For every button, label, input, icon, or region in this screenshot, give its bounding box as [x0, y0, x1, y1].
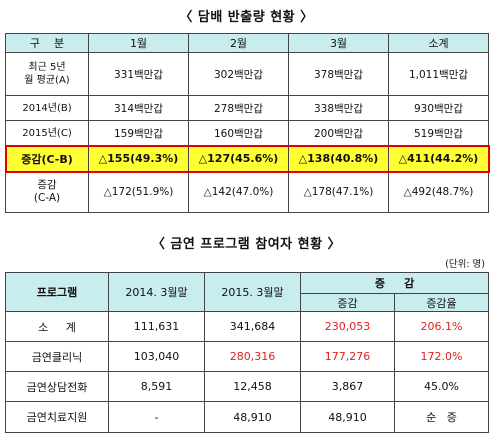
table-subheader-row: 증감 증감율	[6, 293, 490, 312]
cell: 순 증	[393, 401, 490, 433]
cell: 519백만갑	[388, 120, 489, 146]
table-header-row: 구 분 1월 2월 3월 소계	[5, 33, 489, 53]
cell: 48,910	[300, 401, 395, 433]
cessation-program-title: 〈 금연 프로그램 참여자 현황 〉	[151, 237, 342, 252]
cell: 230,053	[300, 311, 395, 342]
tobacco-shipments-title: 〈 담배 반출량 현황 〉	[179, 10, 314, 25]
cell: 280,316	[204, 341, 301, 372]
header-jan: 1월	[88, 33, 189, 53]
cell: 8,591	[108, 371, 205, 402]
tobacco-shipments-table: 구 분 1월 2월 3월 소계 최근 5년 월 평균(A) 331백만갑 302백…	[4, 33, 490, 213]
cell: -	[108, 401, 205, 433]
cell: 45.0%	[393, 371, 490, 402]
cell: 200백만갑	[288, 120, 389, 146]
row-label-change-ca: 증감 (C-A)	[5, 171, 89, 213]
table-row: 2014년(B) 314백만갑 278백만갑 338백만갑 930백만갑	[5, 95, 489, 121]
row-label-2014: 2014년(B)	[5, 95, 89, 121]
cell: 111,631	[108, 311, 205, 342]
cell: 314백만갑	[88, 95, 189, 121]
header-program: 프로그램	[5, 272, 109, 312]
cell: 331백만갑	[88, 52, 189, 96]
cell: △178(47.1%)	[288, 171, 389, 213]
cell: 302백만갑	[188, 52, 289, 96]
header-feb: 2월	[188, 33, 289, 53]
cell: 278백만갑	[188, 95, 289, 121]
row-label-5yr-avg: 최근 5년 월 평균(A)	[5, 52, 89, 96]
row-label-clinic: 금연클리닉	[5, 341, 109, 372]
table-row: 증감 (C-A) △172(51.9%) △142(47.0%) △178(47.…	[5, 171, 489, 213]
table-header-row: 프로그램 2014. 3월말 2015. 3월말 증 감	[5, 272, 490, 312]
cell: 160백만갑	[188, 120, 289, 146]
cell: △127(45.6%)	[188, 145, 289, 172]
cell: 177,276	[300, 341, 395, 372]
cell: △172(51.9%)	[88, 171, 189, 213]
header-subtotal: 소계	[388, 33, 489, 53]
cell: △142(47.0%)	[188, 171, 289, 213]
cell: 1,011백만갑	[388, 52, 489, 96]
cell: 3,867	[300, 371, 395, 402]
header-2015: 2015. 3월말	[204, 272, 301, 312]
cell: △492(48.7%)	[388, 171, 489, 213]
cell: 338백만갑	[288, 95, 389, 121]
unit-label: (단위: 명)	[445, 259, 485, 270]
header-change-rate: 증감율	[393, 293, 490, 312]
row-label-treatment: 금연치료지원	[5, 401, 109, 433]
cell: 378백만갑	[288, 52, 389, 96]
cell: △155(49.3%)	[88, 145, 189, 172]
table-row: 금연상담전화 8,591 12,458 3,867 45.0%	[5, 371, 490, 402]
cell: 172.0%	[393, 341, 490, 372]
header-change: 증 감	[299, 272, 490, 294]
cell: 12,458	[204, 371, 301, 402]
cell: 103,040	[108, 341, 205, 372]
cell: △138(40.8%)	[288, 145, 389, 172]
table-row: 금연클리닉 103,040 280,316 177,276 172.0%	[5, 341, 490, 372]
cell: 159백만갑	[88, 120, 189, 146]
table-row: 최근 5년 월 평균(A) 331백만갑 302백만갑 378백만갑 1,011백…	[5, 52, 489, 96]
cell: 341,684	[204, 311, 301, 342]
row-label-phone: 금연상담전화	[5, 371, 109, 402]
header-mar: 3월	[288, 33, 389, 53]
cessation-program-table: 프로그램 2014. 3월말 2015. 3월말 증 감 증감 증감율 소 계 …	[5, 272, 490, 433]
header-change-count: 증감	[300, 293, 395, 312]
cell: △411(44.2%)	[388, 145, 489, 172]
highlighted-row: 증감(C-B) △155(49.3%) △127(45.6%) △138(40.…	[4, 144, 490, 173]
row-label-2015: 2015년(C)	[5, 120, 89, 146]
header-2014: 2014. 3월말	[108, 272, 205, 312]
cell: 930백만갑	[388, 95, 489, 121]
row-label-change-cb: 증감(C-B)	[5, 145, 89, 172]
cell: 206.1%	[393, 311, 490, 342]
table-row: 금연치료지원 - 48,910 48,910 순 증	[5, 401, 490, 433]
cell: 48,910	[204, 401, 301, 433]
row-label-subtotal: 소 계	[5, 311, 109, 342]
header-category: 구 분	[5, 33, 89, 53]
table-row: 2015년(C) 159백만갑 160백만갑 200백만갑 519백만갑	[5, 120, 489, 146]
table-row: 소 계 111,631 341,684 230,053 206.1%	[5, 311, 490, 342]
